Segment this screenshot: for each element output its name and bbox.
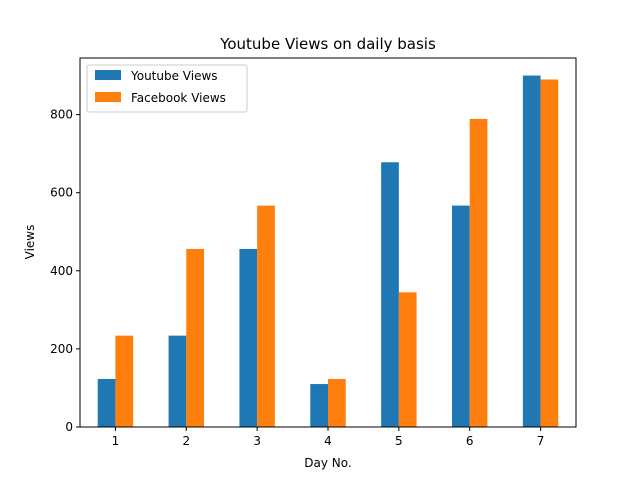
chart-title: Youtube Views on daily basis [219,35,436,53]
bar-youtube-views-day-7 [522,75,541,428]
bar-youtube-views-day-2 [168,335,187,427]
bar-youtube-views-day-6 [452,205,470,427]
y-tick-label: 400 [50,264,73,278]
x-tick-label: 2 [182,434,190,448]
bar-youtube-views-day-5 [381,162,399,427]
legend-box [86,64,248,113]
bar-facebook-views-day-6 [469,118,488,428]
bar-facebook-views-day-5 [398,292,417,427]
bar-youtube-views-day-4 [310,384,328,427]
y-tick-label: 0 [65,420,73,434]
y-axis-ticks: 0 200 400 600 800 [50,108,80,434]
bar-youtube-views-day-3 [239,248,258,427]
bar-facebook-views-day-4 [328,378,346,427]
bar-youtube-views-day-1 [97,378,116,427]
bar-facebook-views-day-7 [540,79,559,427]
legend-label-facebook: Facebook Views [131,91,226,105]
legend: Youtube Views Facebook Views [86,64,248,113]
bars-group [97,75,559,428]
y-axis-label: Views [23,225,37,260]
bar-facebook-views-day-1 [115,335,134,427]
x-tick-label: 3 [253,434,261,448]
bar-facebook-views-day-3 [257,205,275,427]
x-tick-label: 5 [395,434,403,448]
legend-swatch-facebook [95,92,121,102]
y-tick-label: 600 [50,186,73,200]
y-tick-label: 200 [50,342,73,356]
bar-facebook-views-day-2 [186,248,204,427]
x-axis-ticks: 1 2 3 4 5 6 7 [112,427,545,448]
plot-frame [79,57,577,428]
x-tick-label: 4 [324,434,332,448]
x-axis-label: Day No. [304,456,351,470]
legend-swatch-youtube [95,70,121,80]
x-tick-label: 1 [112,434,120,448]
x-tick-label: 7 [537,434,545,448]
y-tick-label: 800 [50,108,73,122]
x-tick-label: 6 [466,434,474,448]
legend-label-youtube: Youtube Views [130,69,218,83]
